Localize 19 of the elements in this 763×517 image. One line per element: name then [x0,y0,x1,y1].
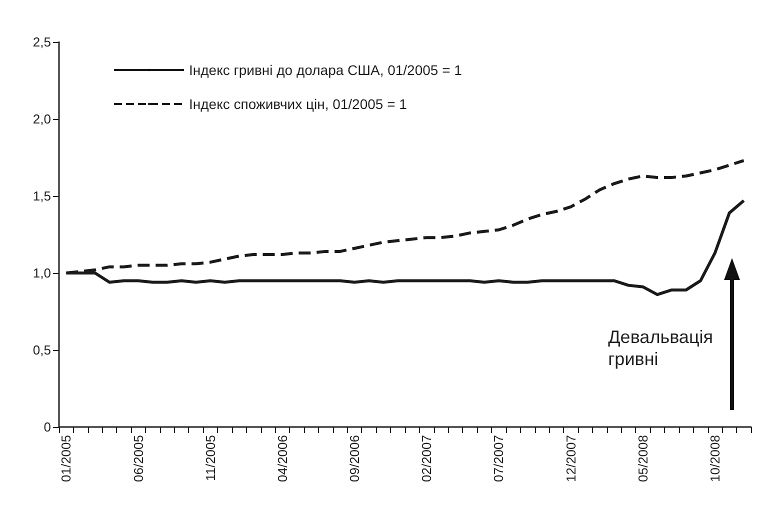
y-tick-label: 2,0 [32,112,51,126]
x-tick-label: 07/2007 [491,435,506,482]
x-tick-label: 06/2005 [130,435,146,482]
y-tick-label: 1,5 [32,188,51,204]
y-tick-label: 2,5 [32,34,51,50]
y-tick-label: 0 [44,420,51,434]
x-tick-label: 10/2008 [707,435,722,482]
legend-label: Індекс споживчих цін, 01/2005 = 1 [189,96,408,112]
legend-label: Індекс гривні до долара США, 01/2005 = 1 [189,62,462,78]
x-tick-label: 02/2007 [419,435,434,482]
x-tick-label: 01/2005 [58,435,74,482]
x-tick-label: 09/2006 [347,435,362,482]
y-tick-label: 1,0 [32,266,51,280]
x-tick-label: 11/2005 [202,435,218,482]
x-tick-label: 05/2008 [635,435,650,482]
annotation: Девальвація гривні [608,327,714,369]
x-tick-label: 12/2007 [563,435,578,482]
x-tick-label: 04/2006 [274,435,290,482]
y-tick-label: 0,5 [32,342,51,358]
